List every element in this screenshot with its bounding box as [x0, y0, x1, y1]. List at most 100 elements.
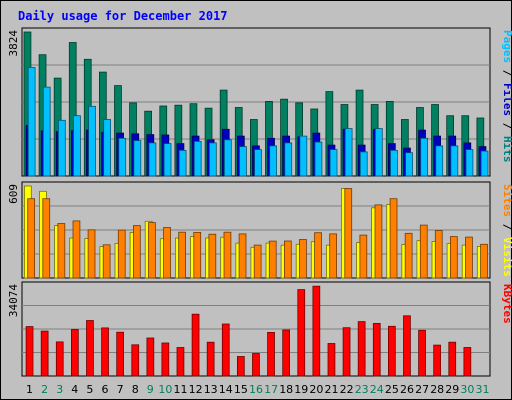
bar-sites — [102, 244, 111, 279]
x-tick-label: 10 — [158, 383, 172, 396]
bar-kbytes — [116, 331, 124, 377]
bar-pages — [178, 149, 187, 177]
x-tick-label: 7 — [117, 383, 124, 396]
bar-kbytes — [433, 344, 442, 377]
bar-sites — [465, 236, 473, 279]
bar-pages — [374, 128, 383, 177]
x-tick-label: 22 — [340, 383, 354, 396]
bar-pages — [88, 105, 96, 177]
bar-pages — [405, 152, 413, 177]
bar-sites — [72, 220, 81, 279]
bar-sites — [238, 233, 247, 279]
bar-kbytes — [161, 342, 170, 377]
x-tick-label: 2 — [41, 383, 48, 396]
bar-sites — [449, 236, 458, 279]
bar-pages — [450, 145, 459, 177]
legend-label: Visits — [501, 237, 512, 277]
bar-sites — [268, 240, 277, 279]
x-tick-label: 1 — [26, 383, 33, 396]
bar-sites — [27, 198, 36, 279]
series-legend: KBytes — [501, 284, 512, 324]
legend-label: Sites — [501, 184, 512, 217]
bar-sites — [148, 222, 156, 279]
bar-pages — [42, 86, 51, 177]
bar-kbytes — [176, 347, 185, 377]
bar-sites — [117, 229, 126, 279]
bar-kbytes — [463, 347, 472, 377]
x-tick-label: 12 — [189, 383, 203, 396]
y-axis-max-label: 34074 — [7, 284, 20, 317]
bar-sites — [359, 234, 368, 279]
x-tick-label: 27 — [415, 383, 429, 396]
bar-pages — [390, 149, 398, 177]
bar-pages — [193, 140, 202, 177]
bar-kbytes — [146, 337, 155, 377]
legend-label: / — [501, 217, 512, 237]
bar-kbytes — [206, 341, 215, 377]
bar-kbytes — [131, 344, 140, 377]
x-tick-label: 29 — [445, 383, 459, 396]
legend-label: Pages — [501, 30, 512, 63]
x-tick-label: 14 — [219, 383, 233, 396]
bar-kbytes — [418, 329, 426, 377]
bar-pages — [223, 139, 232, 177]
y-axis-max-label: 609 — [7, 184, 20, 204]
bar-pages — [133, 140, 142, 177]
bar-pages — [314, 141, 323, 177]
x-tick-label: 25 — [385, 383, 399, 396]
bar-sites — [178, 231, 186, 279]
bar-pages — [103, 119, 111, 177]
bar-sites — [283, 240, 292, 279]
x-tick-label: 9 — [147, 383, 154, 396]
bar-pages — [435, 145, 444, 177]
bar-sites — [57, 223, 66, 279]
bar-pages — [269, 145, 278, 177]
bar-sites — [389, 198, 398, 279]
bar-sites — [42, 198, 51, 279]
bar-sites — [344, 188, 353, 279]
bar-sites — [299, 239, 307, 279]
x-tick-label: 6 — [102, 383, 109, 396]
x-tick-label: 8 — [132, 383, 139, 396]
bar-sites — [374, 204, 383, 279]
y-axis-max-label: 3824 — [7, 30, 20, 57]
x-tick-label: 28 — [430, 383, 444, 396]
x-tick-label: 3 — [56, 383, 63, 396]
bar-kbytes — [101, 327, 109, 377]
bar-pages — [480, 150, 489, 177]
bar-sites — [208, 233, 217, 279]
x-tick-label: 18 — [279, 383, 293, 396]
bar-pages — [118, 137, 127, 177]
bar-kbytes — [357, 321, 366, 377]
chart-title: Daily usage for December 2017 — [18, 9, 228, 23]
bar-kbytes — [372, 322, 381, 377]
legend-label: Hits — [501, 136, 512, 163]
bar-kbytes — [403, 315, 411, 377]
bar-pages — [27, 67, 36, 177]
bar-sites — [163, 227, 171, 279]
legend-label: / — [501, 116, 512, 136]
legend-label: Files — [501, 83, 512, 116]
bar-sites — [223, 231, 232, 279]
bar-pages — [329, 149, 338, 177]
bar-sites — [193, 231, 202, 279]
bar-pages — [299, 135, 308, 177]
x-tick-label: 23 — [355, 383, 369, 396]
bar-pages — [344, 128, 353, 177]
bar-sites — [314, 232, 322, 279]
bar-kbytes — [252, 353, 260, 377]
bar-pages — [420, 137, 429, 177]
bar-pages — [284, 142, 293, 177]
bar-pages — [58, 119, 66, 177]
bar-sites — [253, 244, 262, 279]
x-tick-label: 11 — [174, 383, 188, 396]
bar-pages — [148, 142, 157, 177]
bar-sites — [419, 224, 428, 279]
x-tick-label: 30 — [460, 383, 474, 396]
bar-kbytes — [282, 329, 291, 377]
x-tick-label: 20 — [309, 383, 323, 396]
x-tick-label: 21 — [325, 383, 339, 396]
bar-kbytes — [327, 343, 336, 377]
